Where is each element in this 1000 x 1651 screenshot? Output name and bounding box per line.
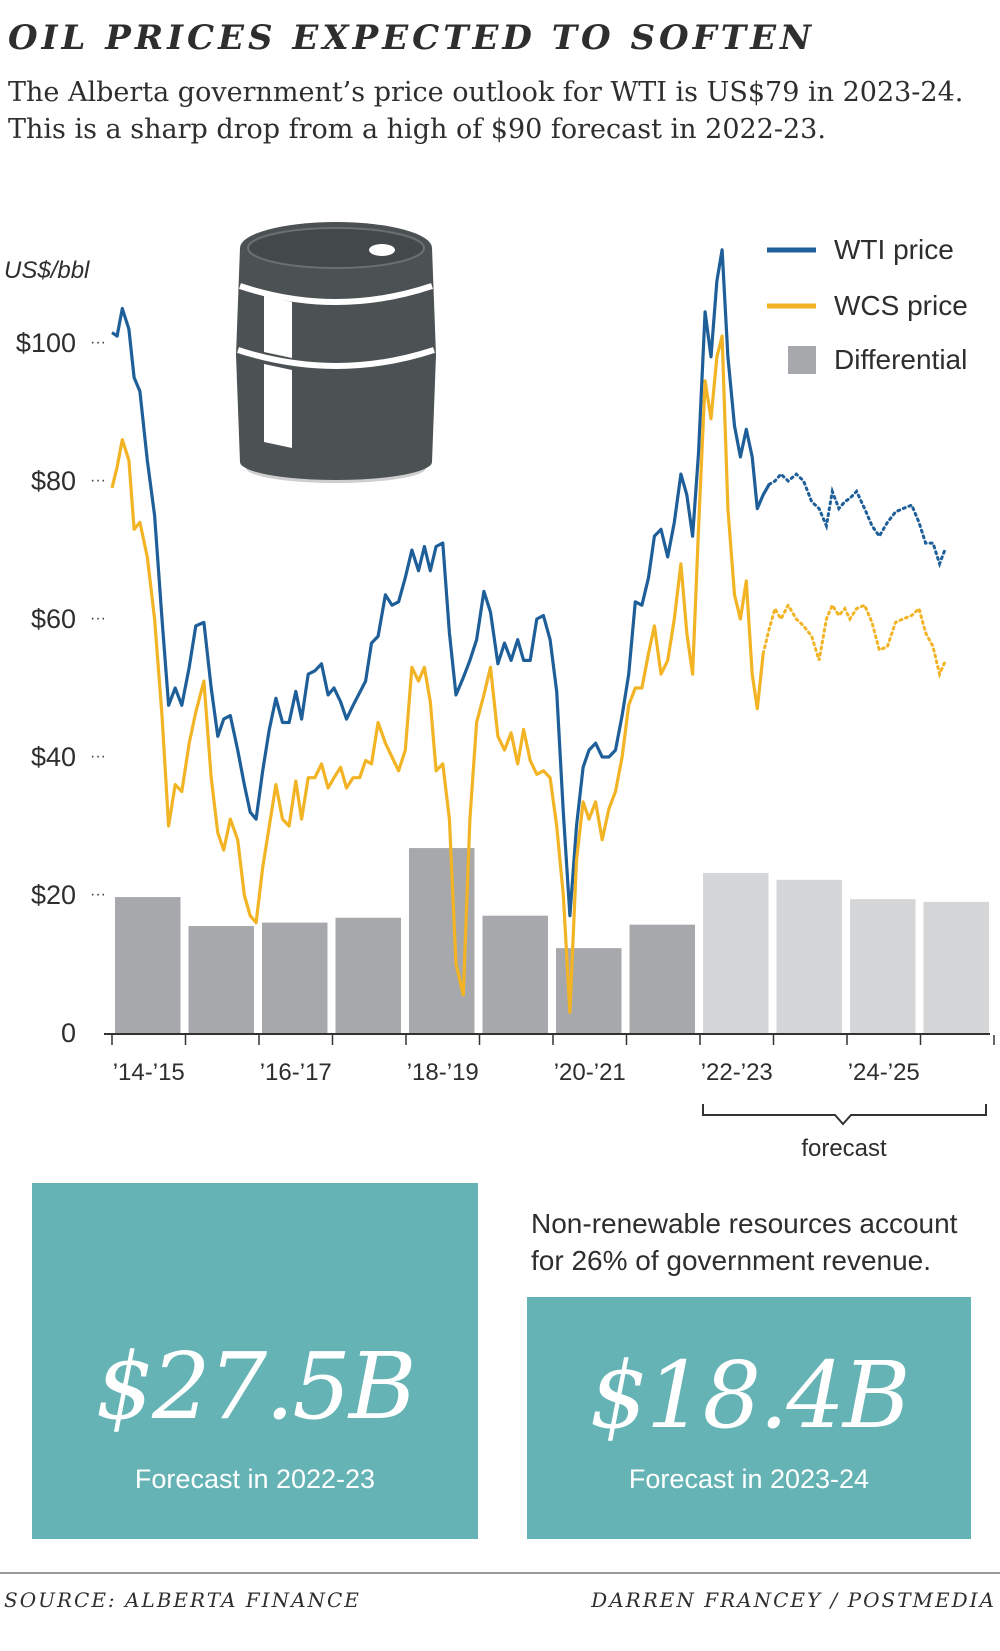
- revenue-note: Non-renewable resources account for 26% …: [531, 1208, 958, 1276]
- y-tick-dots: ···: [90, 472, 106, 489]
- differential-bar-2022-23: [703, 872, 769, 1033]
- y-tick-dots: ···: [90, 748, 106, 765]
- x-tick-label: ’22-’23: [701, 1059, 773, 1086]
- stat-caption-2023-24: Forecast in 2023-24: [628, 1464, 870, 1494]
- stat-box-2023-24: $18.4B Forecast in 2023-24: [527, 1297, 971, 1539]
- wti-price-line: [111, 248, 771, 918]
- x-axis: ’14-’15 ’16-’17 ’18-’19 ’20-’21 ’22-’23 ’24-’…: [104, 1033, 995, 1086]
- oil-price-chart: US$/bbl $100 ··· $80 ··· $60 ··· $40 ··· $20 ··· 0…: [4, 222, 995, 1160]
- x-tick-label: ’14-’15: [113, 1059, 185, 1086]
- wti-forecast-line: [767, 471, 947, 569]
- differential-bars: [115, 848, 989, 1033]
- stat-box-2022-23: $27.5B Forecast in 2022-23: [32, 1183, 478, 1539]
- oil-barrel-icon: [236, 222, 436, 483]
- differential-bar-2018-19: [409, 848, 475, 1033]
- legend-differential-swatch: [788, 346, 816, 374]
- legend-differential-label: Differential: [834, 344, 967, 375]
- differential-bar-2016-17: [262, 922, 328, 1033]
- x-tick-label: ’18-’19: [407, 1059, 479, 1086]
- x-tick-label: ’20-’21: [554, 1059, 626, 1086]
- x-tick-label: ’24-’25: [848, 1059, 920, 1086]
- differential-bar-2017-18: [335, 917, 401, 1033]
- y-tick-label: $80: [31, 466, 76, 496]
- differential-bar-2025-26: [923, 901, 989, 1033]
- y-tick-dots: ···: [90, 334, 106, 351]
- differential-bar-2014-15: [115, 897, 181, 1033]
- differential-bar-2024-25: [850, 899, 916, 1033]
- differential-bar-2019-20: [482, 915, 548, 1033]
- footer-divider: [0, 1572, 1000, 1574]
- y-axis-ticks: $100 ··· $80 ··· $60 ··· $40 ··· $20 ··· 0: [16, 328, 106, 1048]
- stat-caption-2022-23: Forecast in 2022-23: [134, 1464, 376, 1494]
- legend-wti-label: WTI price: [834, 234, 954, 265]
- legend-wcs-label: WCS price: [834, 290, 968, 321]
- y-tick-label: $60: [31, 604, 76, 634]
- y-tick-label: $20: [31, 880, 76, 910]
- page-title: OIL PRICES EXPECTED TO SOFTEN: [8, 18, 816, 58]
- differential-bar-2021-22: [629, 924, 695, 1033]
- source-credit: SOURCE: ALBERTA FINANCE: [4, 1588, 361, 1612]
- y-tick-label: 0: [61, 1018, 76, 1048]
- author-credit: DARREN FRANCEY / POSTMEDIA: [591, 1588, 996, 1612]
- y-tick-dots: ···: [90, 886, 106, 903]
- y-tick-dots: ···: [90, 610, 106, 627]
- y-tick-label: $100: [16, 328, 76, 358]
- price-lines: [110, 248, 947, 1014]
- legend: WTI price WCS price Differential: [767, 234, 968, 375]
- differential-bar-2023-24: [776, 879, 842, 1033]
- stat-value-2023-24: $18.4B: [589, 1342, 911, 1449]
- stat-value-2022-23: $27.5B: [95, 1333, 417, 1440]
- forecast-bracket: forecast: [702, 1104, 987, 1160]
- page-subtitle: The Alberta government’s price outlook f…: [8, 77, 964, 145]
- y-axis-label: US$/bbl: [4, 257, 90, 284]
- differential-bar-2015-16: [188, 926, 254, 1033]
- wcs-forecast-line: [761, 602, 947, 679]
- wcs-price-line: [110, 334, 765, 1014]
- forecast-label: forecast: [801, 1135, 887, 1160]
- x-tick-label: ’16-’17: [260, 1059, 332, 1086]
- y-tick-label: $40: [31, 742, 76, 772]
